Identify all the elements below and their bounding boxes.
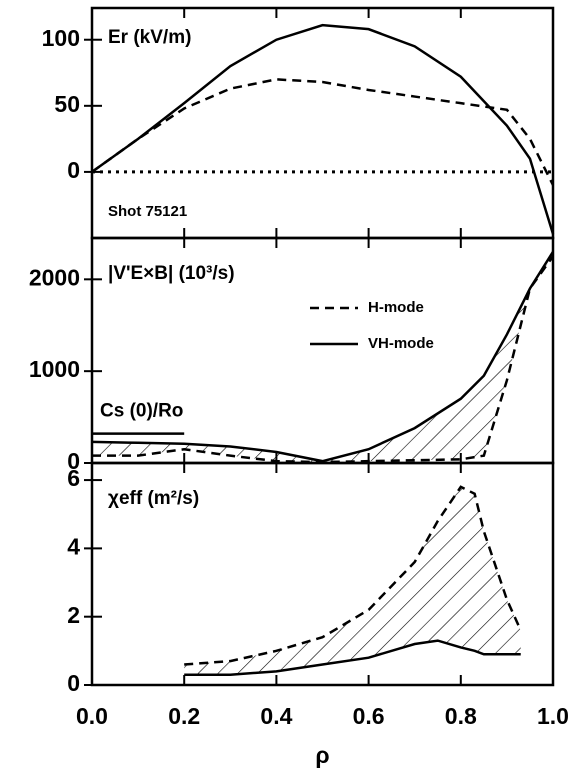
legend-label: H-mode bbox=[368, 299, 424, 316]
y-tick-label: 1000 bbox=[29, 356, 80, 382]
panel-title: χeff (m²/s) bbox=[108, 488, 199, 509]
panel-frame bbox=[90, 461, 555, 687]
panel-title: Er (kV/m) bbox=[108, 27, 191, 48]
y-tick-label: 0 bbox=[67, 670, 80, 696]
y-tick-label: 0 bbox=[67, 157, 80, 183]
data-line bbox=[92, 255, 555, 464]
y-tick-label: 4 bbox=[67, 533, 80, 559]
data-line bbox=[91, 23, 555, 235]
panel-title: |V'E×B| (10³/s) bbox=[108, 263, 235, 284]
annotation: Cs (0)/Ro bbox=[100, 401, 183, 422]
data-line bbox=[184, 485, 522, 666]
data-line bbox=[184, 639, 521, 677]
x-tick-label: 0.2 bbox=[168, 703, 200, 729]
y-tick-label: 0 bbox=[67, 448, 80, 474]
x-axis-label: ρ bbox=[315, 742, 329, 768]
x-tick-label: 0.6 bbox=[353, 703, 385, 729]
data-line bbox=[91, 251, 555, 463]
x-tick-label: 0.8 bbox=[445, 703, 477, 729]
x-tick-label: 0.4 bbox=[260, 703, 292, 729]
annotation: Shot 75121 bbox=[108, 203, 187, 220]
legend-label: VH-mode bbox=[368, 335, 434, 352]
data-line bbox=[91, 78, 555, 186]
x-tick-label: 1.0 bbox=[537, 703, 569, 729]
y-tick-label: 100 bbox=[42, 25, 80, 51]
y-tick-label: 2000 bbox=[29, 264, 80, 290]
y-tick-label: 50 bbox=[54, 91, 80, 117]
hatch-region bbox=[184, 486, 521, 675]
y-tick-label: 6 bbox=[67, 465, 80, 491]
y-tick-label: 2 bbox=[67, 602, 80, 628]
x-tick-label: 0.0 bbox=[76, 703, 108, 729]
